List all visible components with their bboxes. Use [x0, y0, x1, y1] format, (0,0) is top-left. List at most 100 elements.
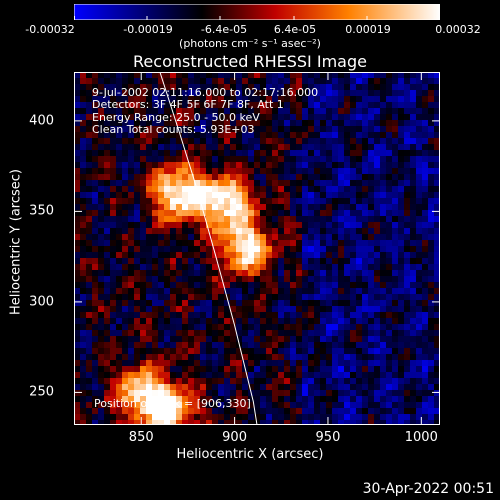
- heatmap-cell: [398, 216, 405, 223]
- heatmap-cell: [146, 336, 153, 343]
- heatmap-cell: [206, 162, 213, 169]
- heatmap-cell: [176, 414, 183, 421]
- heatmap-cell: [188, 414, 195, 421]
- heatmap-cell: [212, 276, 219, 283]
- heatmap-cell: [392, 288, 399, 295]
- heatmap-cell: [254, 330, 261, 337]
- heatmap-cell: [278, 270, 285, 277]
- heatmap-cell: [296, 102, 303, 109]
- heatmap-cell: [344, 282, 351, 289]
- heatmap-cell: [272, 270, 279, 277]
- heatmap-cell: [116, 216, 123, 223]
- heatmap-cell: [260, 348, 267, 355]
- heatmap-cell: [428, 192, 435, 199]
- heatmap-cell: [296, 324, 303, 331]
- heatmap-cell: [212, 366, 219, 373]
- heatmap-cell: [296, 300, 303, 307]
- heatmap-cell: [122, 402, 129, 409]
- heatmap-cell: [128, 282, 135, 289]
- heatmap-cell: [398, 186, 405, 193]
- heatmap-cell: [320, 414, 327, 421]
- heatmap-cell: [392, 312, 399, 319]
- heatmap-cell: [158, 390, 165, 397]
- heatmap-cell: [116, 408, 123, 415]
- heatmap-cell: [140, 234, 147, 241]
- heatmap-cell: [152, 246, 159, 253]
- heatmap-cell: [344, 216, 351, 223]
- heatmap-cell: [236, 126, 243, 133]
- heatmap-cell: [434, 108, 440, 115]
- heatmap-cell: [320, 258, 327, 265]
- heatmap-cell: [410, 270, 417, 277]
- heatmap-cell: [326, 330, 333, 337]
- heatmap-cell: [188, 216, 195, 223]
- heatmap-cell: [260, 108, 267, 115]
- heatmap-cell: [302, 396, 309, 403]
- heatmap-cell: [104, 408, 111, 415]
- heatmap-cell: [140, 204, 147, 211]
- heatmap-cell: [98, 192, 105, 199]
- x-tick-label: 850: [128, 430, 154, 445]
- heatmap-cell: [332, 78, 339, 85]
- heatmap-cell: [332, 84, 339, 91]
- x-tick-label: 950: [315, 430, 341, 445]
- heatmap-cell: [404, 150, 411, 157]
- heatmap-cell: [410, 276, 417, 283]
- heatmap-cell: [242, 150, 249, 157]
- heatmap-cell: [314, 234, 321, 241]
- heatmap-cell: [422, 324, 429, 331]
- heatmap-cell: [242, 126, 249, 133]
- heatmap-cell: [74, 270, 81, 277]
- heatmap-cell: [230, 414, 237, 421]
- heatmap-cell: [278, 384, 285, 391]
- heatmap-cell: [98, 408, 105, 415]
- heatmap-cell: [326, 270, 333, 277]
- heatmap-cell: [434, 162, 440, 169]
- heatmap-cell: [164, 348, 171, 355]
- heatmap-cell: [284, 354, 291, 361]
- heatmap-cell: [338, 96, 345, 103]
- heatmap-cell: [110, 336, 117, 343]
- heatmap-cell: [320, 240, 327, 247]
- heatmap-cell: [302, 312, 309, 319]
- heatmap-cell: [272, 132, 279, 139]
- heatmap-cell: [146, 144, 153, 151]
- heatmap-cell: [158, 132, 165, 139]
- heatmap-cell: [110, 420, 117, 425]
- heatmap-cell: [230, 156, 237, 163]
- heatmap-cell: [320, 330, 327, 337]
- heatmap-cell: [188, 180, 195, 187]
- heatmap-cell: [392, 336, 399, 343]
- heatmap-cell: [218, 378, 225, 385]
- heatmap-cell: [182, 246, 189, 253]
- heatmap-cell: [236, 168, 243, 175]
- heatmap-cell: [314, 168, 321, 175]
- heatmap-cell: [182, 156, 189, 163]
- heatmap-cell: [374, 96, 381, 103]
- heatmap-cell: [416, 402, 423, 409]
- heatmap-cell: [74, 372, 81, 379]
- heatmap-cell: [422, 144, 429, 151]
- heatmap-cell: [218, 384, 225, 391]
- heatmap-cell: [86, 372, 93, 379]
- heatmap-cell: [248, 252, 255, 259]
- heatmap-cell: [194, 264, 201, 271]
- heatmap-cell: [278, 408, 285, 415]
- heatmap-cell: [176, 294, 183, 301]
- heatmap-cell: [158, 216, 165, 223]
- heatmap-cell: [176, 204, 183, 211]
- heatmap-cell: [92, 84, 99, 91]
- heatmap-cell: [86, 294, 93, 301]
- heatmap-cell: [266, 360, 273, 367]
- heatmap-cell: [416, 156, 423, 163]
- heatmap-cell: [410, 378, 417, 385]
- heatmap-cell: [338, 240, 345, 247]
- heatmap-cell: [404, 258, 411, 265]
- heatmap-cell: [386, 90, 393, 97]
- heatmap-cell: [182, 186, 189, 193]
- heatmap-cell: [164, 420, 171, 425]
- heatmap-cell: [176, 144, 183, 151]
- heatmap-cell: [434, 138, 440, 145]
- heatmap-cell: [194, 342, 201, 349]
- heatmap-cell: [368, 180, 375, 187]
